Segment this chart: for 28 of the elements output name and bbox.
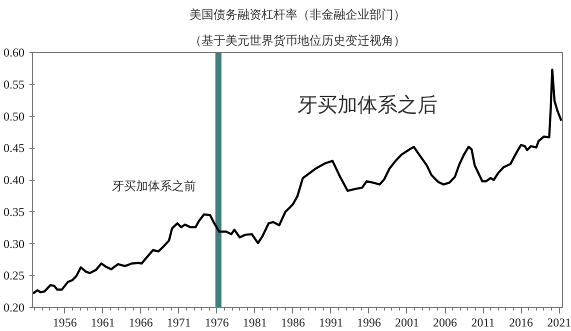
- y-tick-label: 0.25: [4, 268, 24, 283]
- x-tick-label: 1996: [356, 316, 381, 330]
- y-tick-label: 0.45: [4, 141, 24, 156]
- y-tick-label: 0.35: [4, 204, 24, 219]
- x-tick-label: 1956: [52, 316, 77, 330]
- x-tick-label: 1961: [90, 316, 115, 330]
- annotation: 牙买加体系之后: [298, 94, 438, 116]
- annotation: 牙买加体系之前: [112, 178, 196, 193]
- x-tick-label: 2016: [509, 316, 534, 330]
- x-tick-label: 1966: [128, 316, 153, 330]
- y-tick-label: 0.30: [4, 236, 24, 251]
- y-tick-label: 0.40: [4, 173, 24, 187]
- chart-title: 美国债务融资杠杆率（非金融企业部门）: [190, 8, 406, 22]
- x-tick-label: 1971: [166, 316, 191, 330]
- chart-subtitle: （基于美元世界货币地位历史变迁视角）: [190, 34, 406, 48]
- x-tick-label: 2021: [547, 316, 571, 330]
- y-tick-label: 0.20: [4, 300, 24, 314]
- x-tick-label: 2001: [395, 316, 419, 330]
- x-tick-label: 1991: [318, 316, 343, 330]
- y-tick-label: 0.55: [4, 77, 24, 92]
- line-series: [32, 68, 562, 295]
- y-tick-label: 0.50: [4, 109, 24, 124]
- x-tick-label: 1986: [280, 316, 305, 330]
- y-tick-label: 0.60: [4, 46, 24, 60]
- x-tick-label: 2011: [471, 316, 495, 330]
- x-tick-label: 2006: [433, 316, 458, 330]
- x-tick-label: 1981: [242, 316, 267, 330]
- x-tick-label: 1976: [204, 316, 229, 330]
